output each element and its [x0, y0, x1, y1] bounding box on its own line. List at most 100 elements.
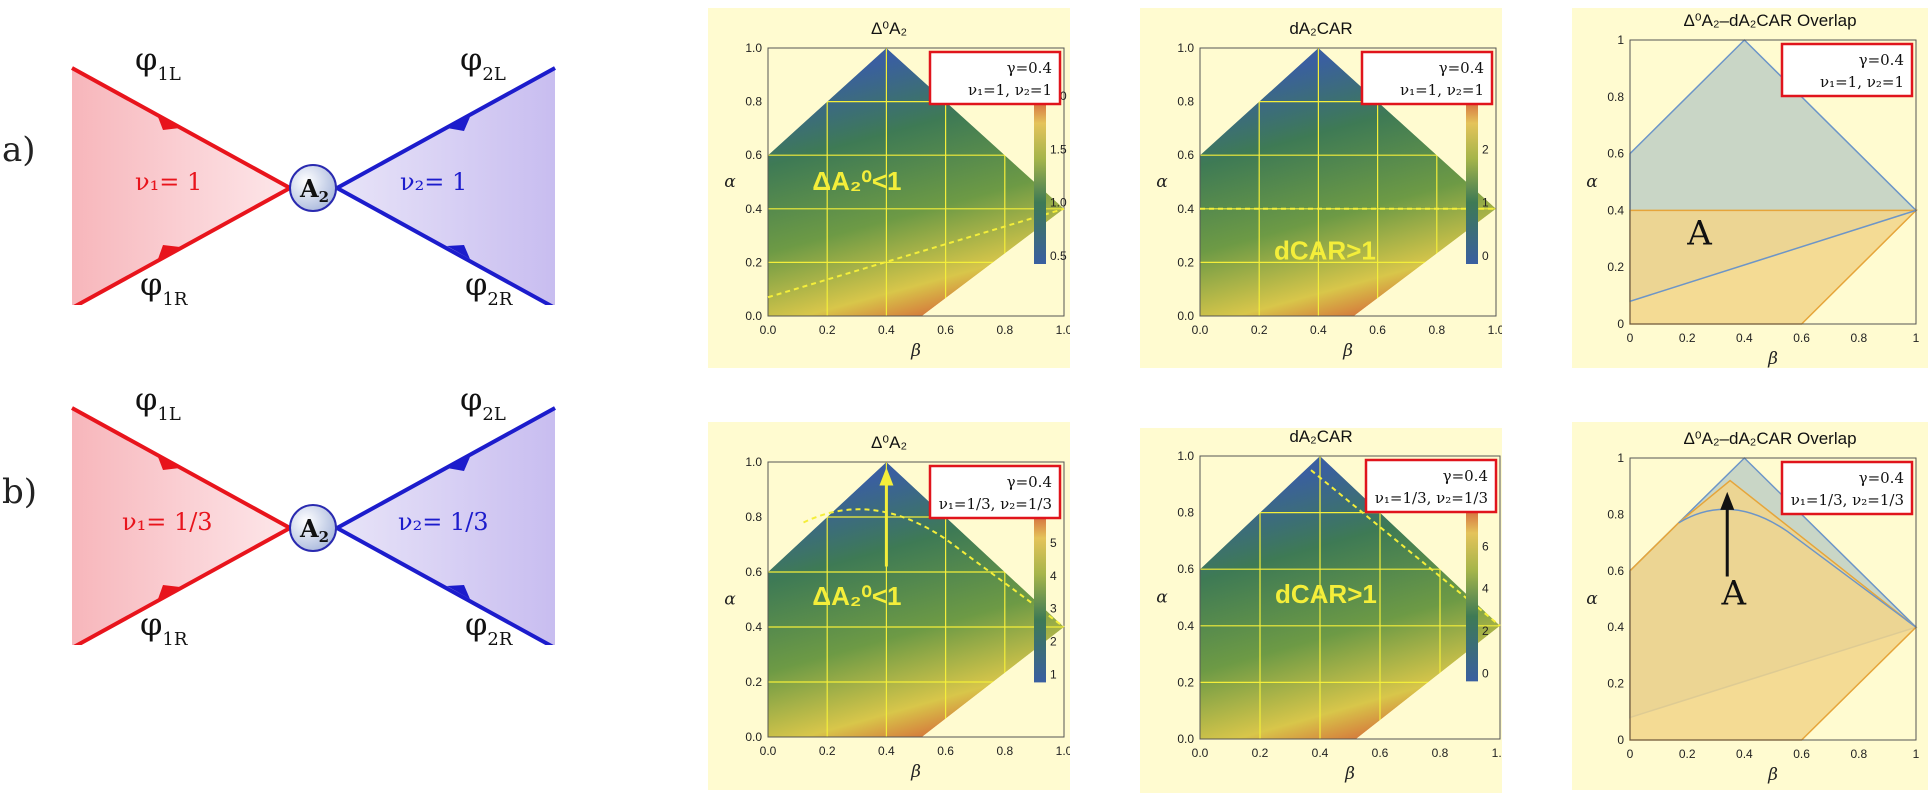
x-tick-label: 0.8 [1850, 747, 1867, 761]
x-tick-label: 0.8 [996, 744, 1013, 758]
colorbar-tick: 1 [1482, 196, 1489, 210]
x-tick-label: 0.4 [878, 323, 895, 337]
colorbar [1034, 88, 1046, 264]
panel-svg: Δ⁰A₂ΔA₂⁰<12.01.51.00.50.00.20.40.60.81.0… [724, 19, 1070, 361]
arrow-1R-icon [158, 245, 180, 259]
y-tick-label: 1 [1617, 451, 1624, 465]
y-tick-label: 0.2 [1607, 260, 1624, 274]
colorbar-tick: 3 [1050, 602, 1057, 616]
lead-1L [71, 406, 291, 530]
domain-mask [1200, 48, 1496, 316]
y-tick-label: 1.0 [745, 455, 762, 469]
colorbar-tick: 0 [1482, 249, 1489, 263]
y-tick-label: 1 [1617, 33, 1624, 47]
y-tick-label: 0.2 [1177, 675, 1194, 689]
x-tick-label: 0.0 [1192, 323, 1209, 337]
y-tick-label: 1.0 [1177, 449, 1194, 463]
nu2-label: ν₂= 1/3 [398, 508, 489, 536]
lead-1R [73, 186, 291, 305]
y-tick-label: 0 [1617, 733, 1624, 747]
legend-box [1364, 458, 1498, 514]
colorbar [1034, 502, 1046, 683]
colorbar-tick: 0.5 [1050, 249, 1067, 263]
right-lead-region [337, 68, 555, 305]
lead-2L [336, 406, 556, 530]
x-tick-label: 1.0 [1056, 744, 1070, 758]
phi-2R-label: φ2R [465, 605, 513, 645]
x-tick-label: 1.0 [1492, 746, 1502, 760]
x-tick-label: 0.2 [819, 744, 836, 758]
legend-nu: ν₁=1/3, ν₂=1/3 [1791, 491, 1904, 509]
nu1-label: ν₁= 1 [135, 168, 202, 196]
x-tick-label: 0.8 [1432, 746, 1449, 760]
domain-mask [768, 48, 1064, 316]
phi-1R-label: φ1R [140, 265, 188, 305]
domain-mask [768, 462, 1064, 737]
x-axis-label: β [1342, 341, 1353, 361]
colorbar-tick: 2 [1482, 142, 1489, 156]
y-tick-label: 0.4 [1607, 203, 1624, 217]
arrow-2R-icon [447, 245, 470, 259]
node-circle [289, 504, 337, 552]
x-tick-label: 0.2 [1251, 323, 1268, 337]
panel-title: dA₂CAR [1289, 19, 1352, 38]
lead-1L [71, 66, 291, 190]
x-tick-label: 0.0 [1192, 746, 1209, 760]
x-tick-label: 0.6 [1793, 747, 1810, 761]
y-tick-label: 0.2 [1177, 255, 1194, 269]
panel-svg: Δ⁰A₂ΔA₂⁰<16543210.00.20.40.60.81.00.00.2… [724, 433, 1070, 782]
colorbar-tick: 1 [1050, 667, 1057, 681]
y-tick-label: 0.2 [745, 675, 762, 689]
left-lead-region [72, 68, 290, 305]
panel-r1-c0: Δ⁰A₂ΔA₂⁰<16543210.00.20.40.60.81.00.00.2… [708, 422, 1070, 790]
threshold-curve [803, 508, 1065, 628]
x-axis-label: β [910, 341, 921, 361]
nu1-label: ν₁= 1/3 [122, 508, 213, 536]
x-tick-label: 0.2 [1252, 746, 1269, 760]
legend-nu: ν₁=1, ν₂=1 [1400, 81, 1484, 99]
legend-nu: ν₁=1, ν₂=1 [968, 81, 1052, 99]
x-tick-label: 1.0 [1056, 323, 1070, 337]
y-axis-label: α [1156, 588, 1168, 608]
nu2-label: ν₂= 1 [400, 168, 467, 196]
panel-svg: Δ⁰A₂–dA₂CAR Overlap A 0 0.2 0.4 0.6 0.8 1 0 0.2 0.… [1586, 429, 1919, 785]
y-axis-label: α [1586, 589, 1598, 609]
colorbar-tick: 2 [1050, 635, 1057, 649]
y-axis-label: α [1156, 172, 1168, 192]
y-tick-label: 0.0 [1177, 309, 1194, 323]
heatmap-domain [768, 462, 1064, 737]
phi-1R-label: φ1R [140, 605, 188, 645]
inlay-label: dCAR>1 [1275, 579, 1377, 609]
plot-frame [1629, 39, 1917, 325]
heatmap-domain [1200, 456, 1500, 739]
y-tick-label: 0.6 [1607, 147, 1624, 161]
y-axis-label: α [724, 172, 736, 192]
panel-title: dA₂CAR [1289, 428, 1352, 446]
schematic-a: A2 ν₁= 1 ν₂= 1 φ1L φ1R φ2L φ2R [71, 40, 556, 305]
y-tick-label: 1.0 [745, 41, 762, 55]
y-tick-label: 0.4 [745, 202, 762, 216]
arrow-1L-icon [158, 457, 180, 470]
y-tick-label: 0.6 [745, 148, 762, 162]
lead-2R [336, 186, 554, 305]
legend-nu: ν₁=1/3, ν₂=1/3 [1375, 489, 1488, 507]
plot-frame [1629, 457, 1917, 741]
legend-gamma: γ=0.4 [1007, 59, 1052, 77]
y-tick-label: 0.6 [1607, 564, 1624, 578]
y-tick-label: 0.8 [1607, 507, 1624, 521]
y-tick-label: 0.8 [745, 510, 762, 524]
y-tick-label: 0.2 [745, 255, 762, 269]
x-tick-label: 0 [1627, 747, 1634, 761]
x-tick-label: 0.8 [1428, 323, 1445, 337]
x-tick-label: 0.4 [1736, 747, 1753, 761]
y-tick-label: 0.8 [1177, 506, 1194, 520]
x-tick-label: 0.0 [760, 323, 777, 337]
region-dcar [1629, 479, 1918, 741]
legend-gamma: γ=0.4 [1859, 51, 1904, 69]
colorbar-tick: 5 [1050, 536, 1057, 550]
node-label: A2 [299, 174, 329, 206]
x-tick-label: 1 [1913, 331, 1920, 345]
x-axis-label: β [910, 762, 921, 782]
colorbar-tick: 4 [1050, 569, 1057, 583]
panel-title: Δ⁰A₂–dA₂CAR Overlap [1683, 429, 1856, 448]
